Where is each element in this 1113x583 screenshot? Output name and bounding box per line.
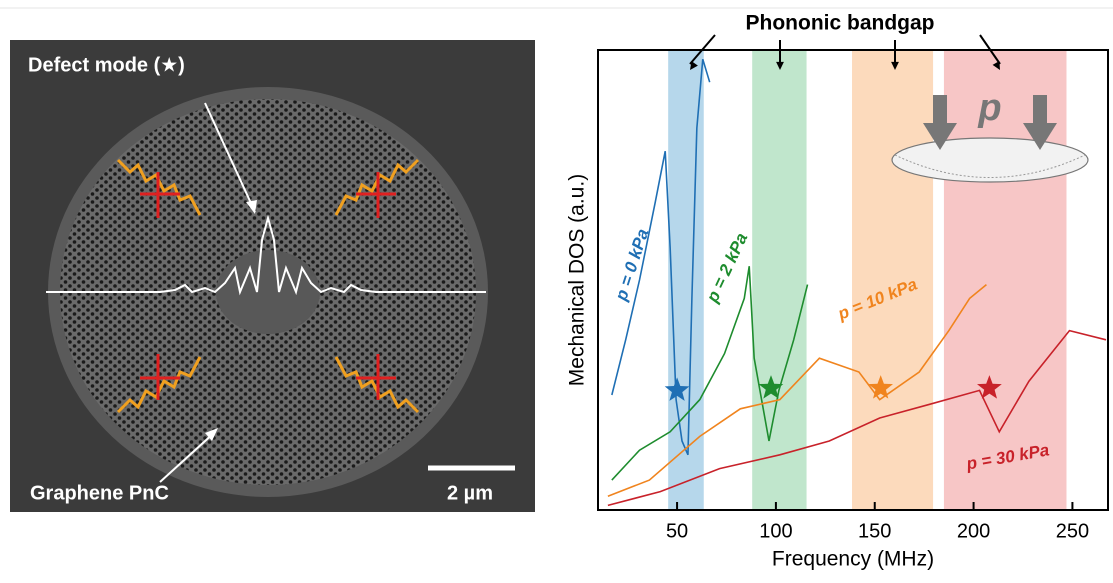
series-label: p = 2 kPa <box>702 230 751 306</box>
arrow-head <box>205 428 218 441</box>
inset-label: p <box>977 87 1001 129</box>
annotation-arrow <box>689 34 716 65</box>
series-label: p = 0 kPa <box>611 226 652 303</box>
scale-label: 2 µm <box>447 482 493 504</box>
defect-star <box>664 377 690 401</box>
defect-region <box>216 250 320 334</box>
pointer-arrow <box>159 431 216 483</box>
x-tick-label: 200 <box>957 520 990 542</box>
series-line <box>611 266 809 481</box>
x-axis-label: Frequency (MHz) <box>772 548 934 571</box>
lattice-label: Graphene PnC <box>30 482 169 504</box>
defect-star <box>758 375 784 399</box>
defect-star <box>868 375 893 399</box>
wave-arrows <box>116 158 420 414</box>
pressure-arrow-head <box>1023 123 1057 150</box>
plot-frame <box>597 49 1109 511</box>
sem-image: Defect mode (★) Graphene PnC 2 µm <box>10 40 535 512</box>
bandgap <box>668 50 704 510</box>
bandgap <box>943 50 1067 510</box>
x-tick-label: 150 <box>858 520 891 542</box>
pointer-arrow <box>204 102 256 213</box>
annotation: Phononic bandgap <box>746 12 935 35</box>
y-axis-label: Mechanical DOS (a.u.) <box>566 174 589 386</box>
annotation-arrow-head <box>690 61 698 70</box>
mode-profile <box>46 214 486 296</box>
defect-star <box>977 375 1002 399</box>
inset-mesh <box>894 154 1086 178</box>
pressure-arrow <box>933 95 947 125</box>
bandgap <box>852 50 934 510</box>
annotation-arrow-head <box>776 61 784 70</box>
x-tick-label: 50 <box>666 520 688 542</box>
x-tick-label: 250 <box>1056 520 1089 542</box>
bandgap <box>752 50 807 510</box>
pressure-arrow <box>1033 95 1047 125</box>
series-line <box>611 58 711 456</box>
series-line <box>607 329 1107 507</box>
defect-label: Defect mode (★) <box>28 54 185 76</box>
inset-membrane <box>891 137 1089 183</box>
arrow-head <box>246 200 257 214</box>
block-crosses <box>140 172 396 400</box>
series-line <box>607 283 987 497</box>
annotation-arrow-head <box>992 61 1000 70</box>
pressure-arrow-head <box>923 123 957 150</box>
annotation-arrow-head <box>891 61 899 70</box>
x-tick-label: 100 <box>759 520 792 542</box>
annotation-arrow <box>979 34 1001 65</box>
